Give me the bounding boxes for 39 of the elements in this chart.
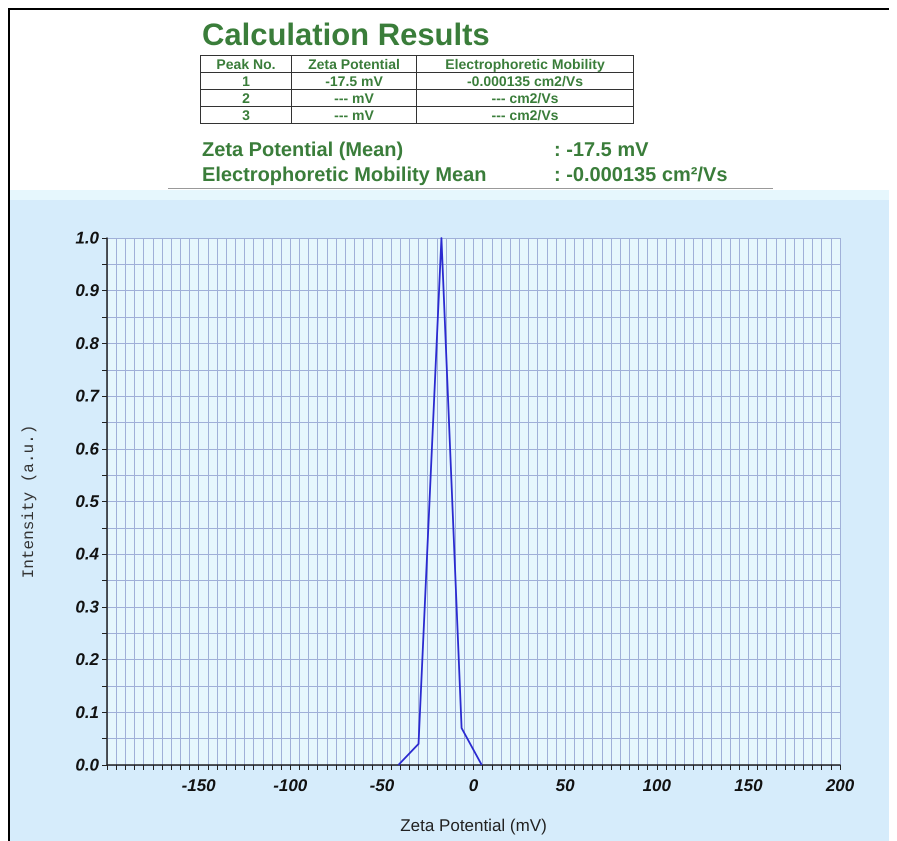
text: Electrophoretic Mobility bbox=[416, 56, 634, 72]
y-tick-label: 0.4 bbox=[75, 544, 100, 564]
text: Zeta Potential (Mean) bbox=[202, 139, 404, 161]
x-tick-label: -150 bbox=[182, 776, 216, 795]
text: Electrophoretic Mobility Mean bbox=[202, 164, 486, 186]
text: Peak No. bbox=[200, 56, 292, 72]
x-tick-label: -100 bbox=[273, 776, 308, 795]
x-tick-label: 150 bbox=[734, 776, 764, 795]
text: --- mV bbox=[292, 90, 416, 106]
x-axis-title: Zeta Potential (mV) bbox=[400, 816, 547, 835]
x-tick-label: -50 bbox=[370, 776, 395, 795]
text: Zeta Potential bbox=[292, 56, 416, 72]
y-tick-label: 0.0 bbox=[75, 756, 100, 774]
text: --- cm2/Vs bbox=[416, 90, 634, 106]
text: -0.000135 cm2/Vs bbox=[416, 72, 634, 90]
x-tick-label: 50 bbox=[556, 776, 576, 795]
y-tick-label: 0.5 bbox=[75, 492, 100, 511]
y-tick-label: 0.1 bbox=[75, 702, 99, 722]
text: 3 bbox=[200, 106, 292, 124]
line-series bbox=[397, 237, 483, 766]
y-tick-label: 0.2 bbox=[75, 650, 100, 670]
text: -17.5 mV bbox=[292, 72, 416, 90]
text: --- cm2/Vs bbox=[416, 106, 634, 124]
y-tick-label: 1.0 bbox=[75, 228, 100, 248]
y-tick-label: 0.8 bbox=[75, 334, 100, 353]
x-tick-label: 200 bbox=[824, 776, 855, 795]
x-tick-label: 0 bbox=[468, 776, 479, 795]
chart-title: Calculation Results bbox=[202, 17, 490, 52]
text: : -17.5 mV bbox=[554, 138, 648, 162]
y-axis-title: Intensity (a.u.) bbox=[20, 424, 38, 578]
text: 1 bbox=[200, 72, 292, 90]
y-tick-label: 0.6 bbox=[75, 439, 100, 458]
y-tick-label: 0.9 bbox=[75, 281, 100, 300]
x-tick-label: 100 bbox=[642, 776, 672, 795]
text: --- mV bbox=[292, 106, 416, 124]
text: 2 bbox=[200, 90, 292, 106]
y-tick-label: 0.7 bbox=[75, 386, 101, 406]
y-tick-label: 0.3 bbox=[75, 597, 100, 616]
text: : -0.000135 cm²/Vs bbox=[554, 163, 728, 187]
